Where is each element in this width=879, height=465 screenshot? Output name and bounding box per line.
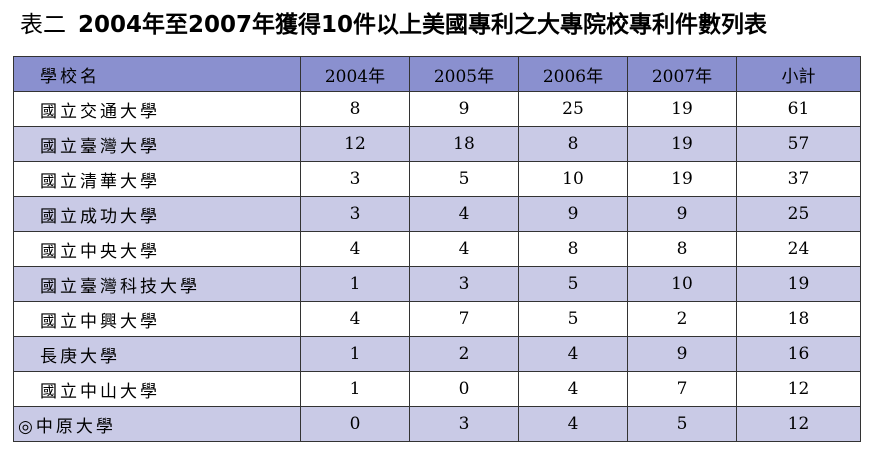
cell-2005: 5 bbox=[409, 161, 519, 197]
school-name: 國立中山大學 bbox=[13, 371, 301, 407]
cell-total: 19 bbox=[736, 266, 861, 302]
cell-2005: 0 bbox=[409, 371, 519, 407]
cell-2005: 7 bbox=[409, 301, 519, 337]
cell-2004: 8 bbox=[300, 91, 410, 127]
cell-total: 12 bbox=[736, 406, 861, 442]
header-row: 學校名 2004年 2005年 2006年 2007年 小計 bbox=[13, 56, 861, 92]
school-name: 國立交通大學 bbox=[13, 91, 301, 127]
table-row: 國立清華大學 3 5 10 19 37 bbox=[13, 161, 861, 197]
table-row: 國立成功大學 3 4 9 9 25 bbox=[13, 196, 861, 232]
school-name: 長庚大學 bbox=[13, 336, 301, 372]
cell-2007: 9 bbox=[627, 196, 737, 232]
cell-total: 16 bbox=[736, 336, 861, 372]
header-2004: 2004年 bbox=[300, 56, 410, 92]
table-row: ◎中原大學 0 3 4 5 12 bbox=[13, 406, 861, 442]
cell-2007: 7 bbox=[627, 371, 737, 407]
cell-2006: 4 bbox=[518, 336, 628, 372]
cell-2004: 0 bbox=[300, 406, 410, 442]
table-row: 國立中央大學 4 4 8 8 24 bbox=[13, 231, 861, 267]
table-row: 國立交通大學 8 9 25 19 61 bbox=[13, 91, 861, 127]
cell-2006: 9 bbox=[518, 196, 628, 232]
school-name: 國立中央大學 bbox=[13, 231, 301, 267]
cell-total: 25 bbox=[736, 196, 861, 232]
cell-2005: 9 bbox=[409, 91, 519, 127]
cell-2007: 10 bbox=[627, 266, 737, 302]
cell-2005: 4 bbox=[409, 231, 519, 267]
cell-2006: 4 bbox=[518, 371, 628, 407]
cell-total: 37 bbox=[736, 161, 861, 197]
header-school: 學校名 bbox=[13, 56, 301, 92]
header-2007: 2007年 bbox=[627, 56, 737, 92]
cell-2005: 3 bbox=[409, 266, 519, 302]
caption-text: 2004年至2007年獲得10件以上美國專利之大專院校專利件數列表 bbox=[78, 12, 768, 38]
cell-2007: 2 bbox=[627, 301, 737, 337]
cell-2006: 5 bbox=[518, 266, 628, 302]
cell-2005: 3 bbox=[409, 406, 519, 442]
table-row: 國立臺灣科技大學 1 3 5 10 19 bbox=[13, 266, 861, 302]
cell-2007: 9 bbox=[627, 336, 737, 372]
school-name: 國立成功大學 bbox=[13, 196, 301, 232]
cell-2004: 1 bbox=[300, 266, 410, 302]
school-name: 國立臺灣大學 bbox=[13, 126, 301, 162]
cell-2006: 25 bbox=[518, 91, 628, 127]
school-name: 國立中興大學 bbox=[13, 301, 301, 337]
patent-table: 學校名 2004年 2005年 2006年 2007年 小計 國立交通大學 8 … bbox=[13, 56, 861, 442]
cell-total: 24 bbox=[736, 231, 861, 267]
caption-prefix: 表二 bbox=[20, 12, 66, 38]
cell-2006: 10 bbox=[518, 161, 628, 197]
cell-2004: 3 bbox=[300, 161, 410, 197]
school-name: 國立臺灣科技大學 bbox=[13, 266, 301, 302]
cell-2004: 12 bbox=[300, 126, 410, 162]
cell-2005: 2 bbox=[409, 336, 519, 372]
table-row: 國立臺灣大學 12 18 8 19 57 bbox=[13, 126, 861, 162]
cell-2007: 5 bbox=[627, 406, 737, 442]
table-row: 國立中山大學 1 0 4 7 12 bbox=[13, 371, 861, 407]
cell-2006: 8 bbox=[518, 231, 628, 267]
school-name: 國立清華大學 bbox=[13, 161, 301, 197]
table-caption: 表二 2004年至2007年獲得10件以上美國專利之大專院校專利件數列表 bbox=[20, 8, 767, 42]
cell-2004: 1 bbox=[300, 371, 410, 407]
header-2006: 2006年 bbox=[518, 56, 628, 92]
table-row: 長庚大學 1 2 4 9 16 bbox=[13, 336, 861, 372]
cell-total: 57 bbox=[736, 126, 861, 162]
cell-2006: 5 bbox=[518, 301, 628, 337]
cell-2005: 18 bbox=[409, 126, 519, 162]
cell-2006: 4 bbox=[518, 406, 628, 442]
cell-2004: 1 bbox=[300, 336, 410, 372]
cell-2007: 19 bbox=[627, 161, 737, 197]
cell-2007: 19 bbox=[627, 91, 737, 127]
cell-2004: 3 bbox=[300, 196, 410, 232]
cell-total: 12 bbox=[736, 371, 861, 407]
cell-2004: 4 bbox=[300, 301, 410, 337]
cell-2005: 4 bbox=[409, 196, 519, 232]
cell-total: 61 bbox=[736, 91, 861, 127]
header-total: 小計 bbox=[736, 56, 861, 92]
table-row: 國立中興大學 4 7 5 2 18 bbox=[13, 301, 861, 337]
cell-2004: 4 bbox=[300, 231, 410, 267]
header-2005: 2005年 bbox=[409, 56, 519, 92]
school-name: ◎中原大學 bbox=[13, 406, 301, 442]
cell-2007: 19 bbox=[627, 126, 737, 162]
cell-2006: 8 bbox=[518, 126, 628, 162]
cell-2007: 8 bbox=[627, 231, 737, 267]
cell-total: 18 bbox=[736, 301, 861, 337]
